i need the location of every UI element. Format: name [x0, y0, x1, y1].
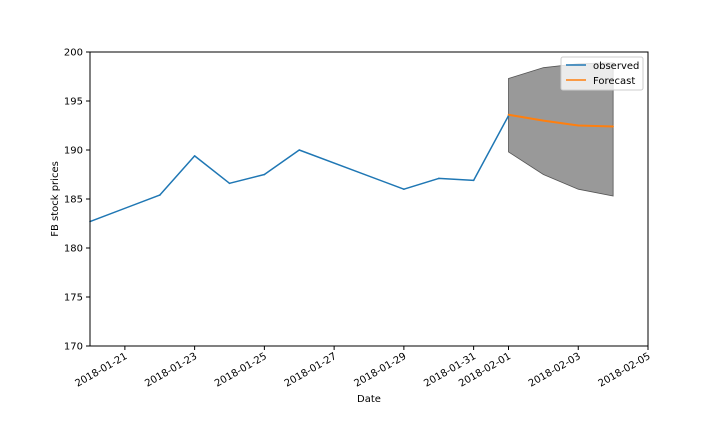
data-point-observed	[403, 188, 405, 190]
y-axis: 170 175 180 185 190 195 200	[64, 48, 90, 353]
legend-observed-label: observed	[593, 61, 639, 72]
data-point-observed	[158, 194, 161, 196]
x-tick-label: 2018-01-25	[213, 351, 269, 390]
x-tick-label: 2018-01-27	[283, 351, 339, 390]
x-tick-label: 2018-01-23	[143, 351, 199, 390]
series-line-forecast	[508, 113, 614, 128]
legend: observed Forecast	[560, 56, 644, 91]
confidence-band-layer	[508, 62, 614, 197]
data-point-observed	[472, 179, 475, 182]
data-point-observed	[298, 149, 301, 151]
x-tick-label: 2018-01-21	[74, 351, 130, 390]
x-axis-label: Date	[357, 394, 381, 405]
confidence-band	[508, 62, 614, 197]
y-axis-label: FB stock prices	[50, 161, 61, 237]
data-point-observed	[437, 177, 440, 180]
series-layer	[89, 113, 614, 223]
x-tick-label: 2018-02-03	[527, 351, 583, 390]
data-point-observed	[193, 155, 196, 157]
data-point-forecast	[507, 113, 510, 116]
x-tick-label: 2018-02-05	[597, 351, 653, 390]
y-tick-label: 200	[64, 48, 83, 59]
y-tick-label: 195	[64, 97, 83, 108]
y-tick-label: 190	[64, 146, 83, 157]
y-tick-label: 180	[64, 244, 83, 255]
data-point-observed	[228, 182, 231, 185]
data-point-forecast	[612, 125, 614, 128]
x-tick-label: 2018-01-29	[353, 351, 409, 390]
y-tick-label: 175	[64, 293, 83, 304]
legend-forecast-label: Forecast	[593, 76, 635, 87]
y-tick-label: 170	[64, 342, 83, 353]
x-axis: 2018-01-21 2018-01-23 2018-01-25 2018-01-27…	[74, 346, 653, 390]
data-point-forecast	[577, 124, 580, 127]
data-point-observed	[263, 173, 266, 176]
series-line-observed	[89, 115, 510, 223]
data-point-forecast	[542, 119, 545, 122]
y-tick-label: 185	[64, 195, 83, 206]
